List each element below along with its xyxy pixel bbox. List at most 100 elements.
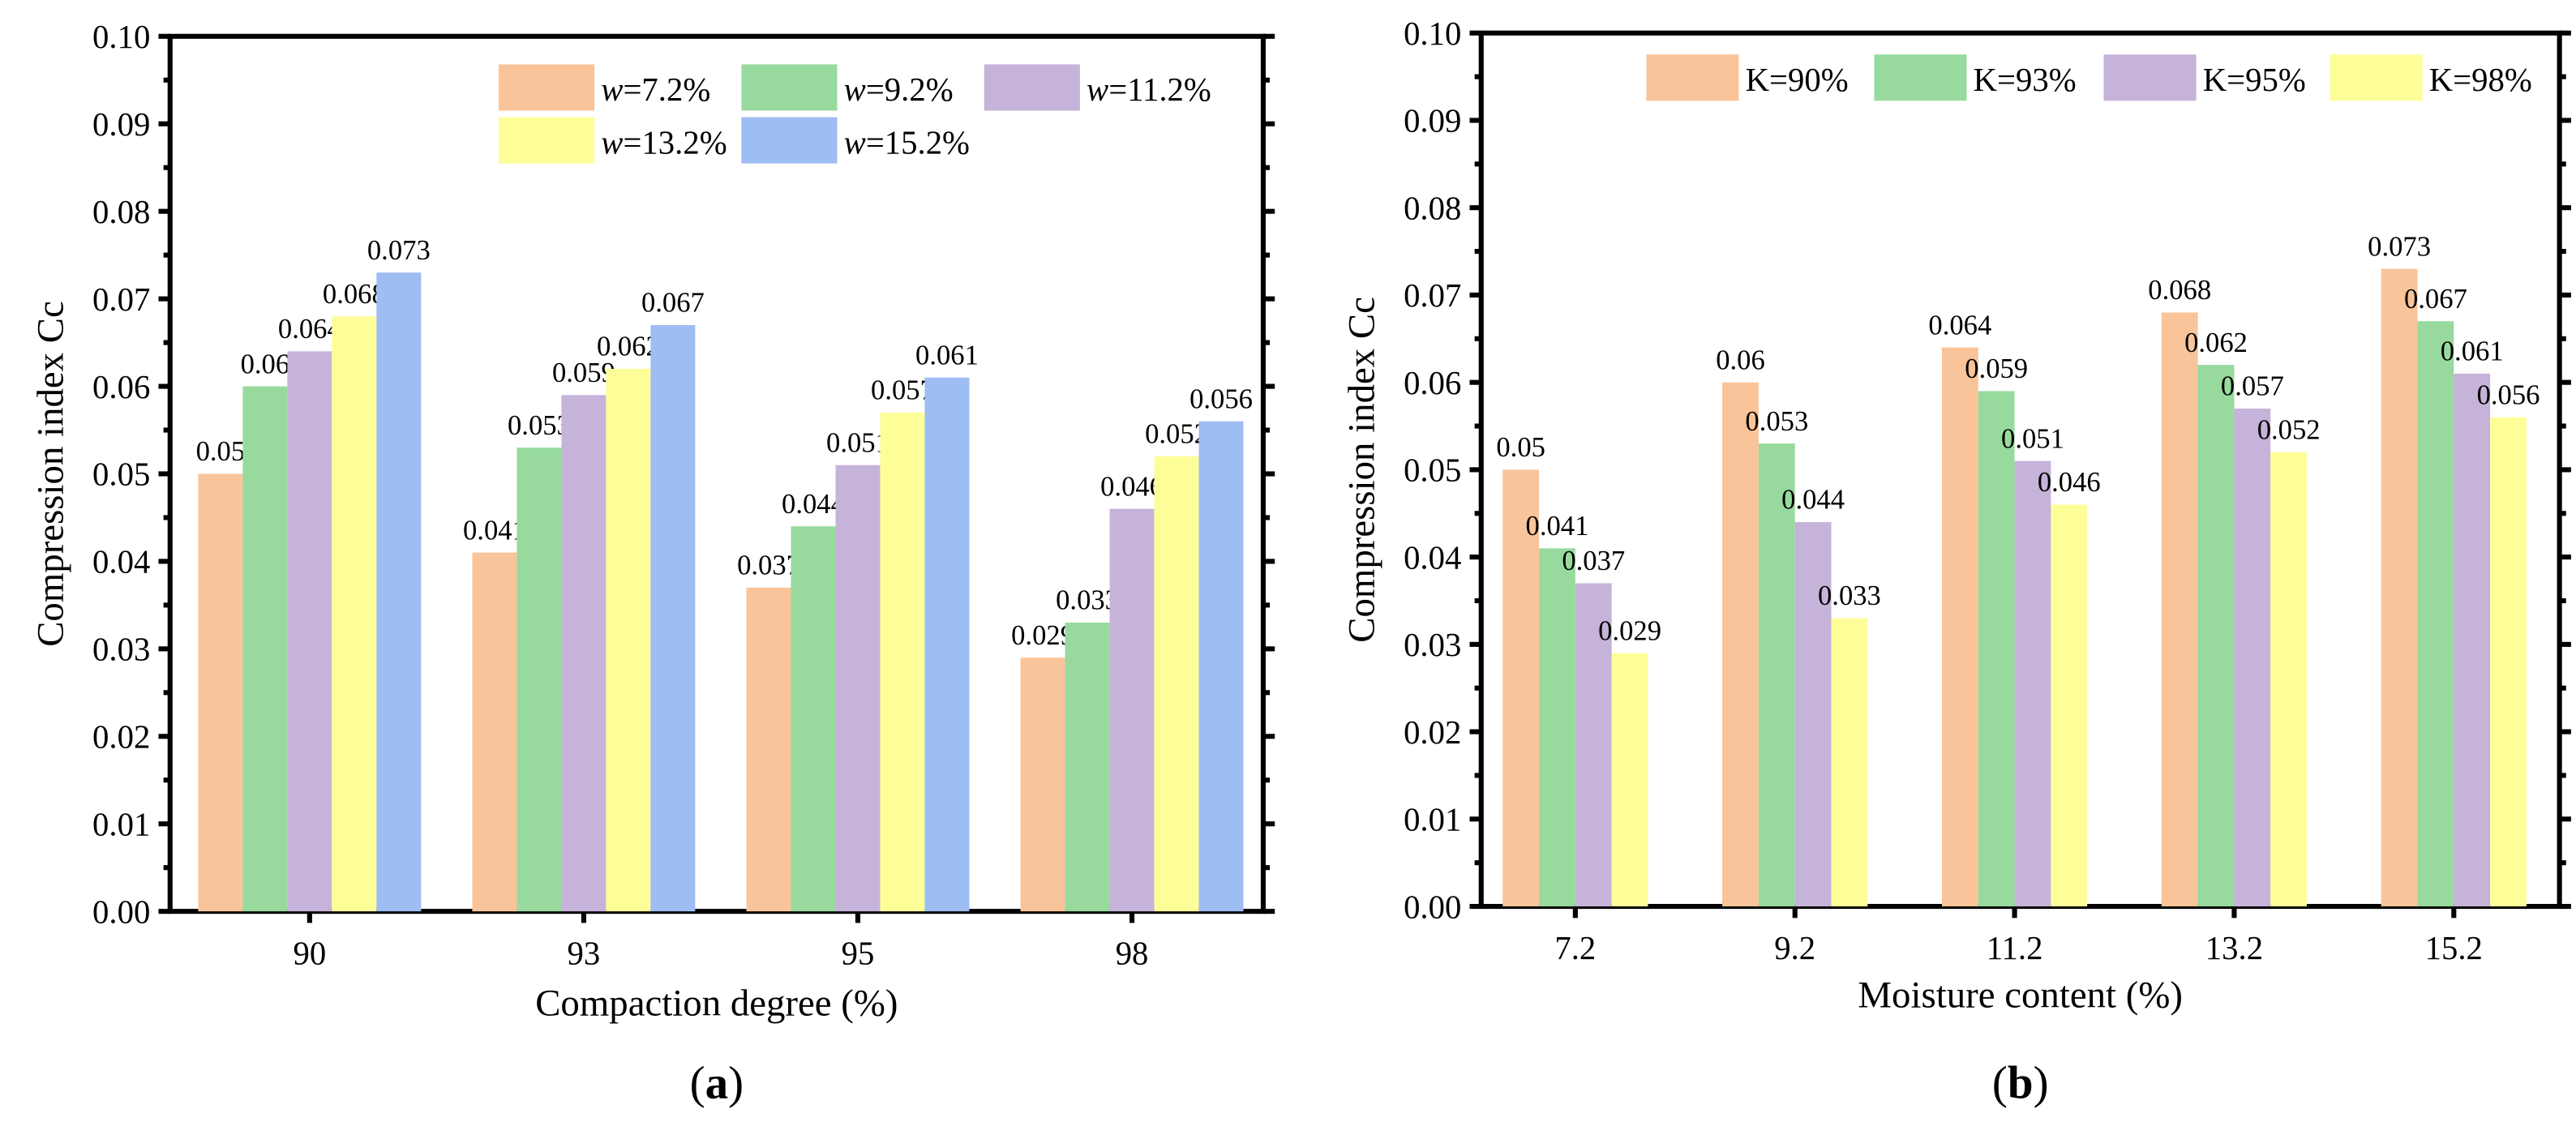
y-tick-label: 0.00: [1404, 889, 1461, 925]
y-axis-title: Compression index Cc: [1340, 297, 1382, 643]
legend-label: w=9.2%: [844, 71, 954, 108]
bar: [376, 272, 422, 912]
y-tick-label: 0.05: [92, 456, 150, 493]
data-label: 0.056: [1189, 383, 1253, 414]
data-label: 0.06: [241, 349, 290, 379]
data-label: 0.044: [782, 489, 845, 520]
bar: [198, 473, 243, 912]
x-tick-label: 98: [1116, 935, 1149, 971]
legend-swatch: [741, 117, 838, 164]
legend-label: K=95%: [2203, 62, 2306, 98]
y-tick-label: 0.09: [1404, 103, 1461, 139]
data-label: 0.037: [1562, 546, 1625, 576]
data-label: 0.064: [278, 314, 341, 345]
bar: [1794, 522, 1832, 907]
bar: [1154, 456, 1199, 912]
legend-swatch: [1874, 54, 1967, 101]
data-label: 0.06: [1716, 345, 1765, 375]
y-tick-label: 0.08: [92, 194, 150, 230]
data-label: 0.059: [1965, 353, 2028, 384]
legend-swatch: [2330, 54, 2423, 101]
bar: [287, 351, 332, 912]
legend-swatch: [741, 64, 838, 111]
legend-label: K=98%: [2429, 62, 2532, 98]
bar: [561, 395, 606, 912]
data-label: 0.068: [2148, 275, 2211, 306]
y-tick-label: 0.07: [92, 281, 150, 318]
data-label: 0.037: [737, 550, 800, 581]
bar: [1502, 469, 1540, 907]
legend-label: w=15.2%: [844, 124, 970, 161]
panel-label: (a): [690, 1057, 744, 1108]
y-tick-label: 0.02: [92, 719, 150, 756]
x-axis-title: Moisture content (%): [1858, 974, 2183, 1016]
legend-label: w=11.2%: [1087, 71, 1211, 108]
data-label: 0.029: [1011, 620, 1074, 651]
data-label: 0.073: [367, 235, 431, 266]
x-tick-label: 90: [293, 935, 326, 971]
bar: [2270, 452, 2308, 907]
data-label: 0.073: [2368, 231, 2431, 262]
x-tick-label: 7.2: [1554, 930, 1596, 966]
y-tick-label: 0.01: [1404, 802, 1461, 838]
bar: [880, 412, 925, 912]
data-label: 0.056: [2477, 379, 2540, 410]
data-label: 0.044: [1781, 485, 1845, 516]
bar: [2161, 312, 2198, 907]
bar: [2417, 321, 2454, 907]
bar: [1198, 421, 1244, 912]
bar: [606, 368, 651, 912]
bar: [2381, 268, 2418, 907]
chart-panel-b: 0.00 0.01 0.02 0.03 0.04 0.05 0.06 0.07 0.08 0.09…: [1340, 15, 2571, 1108]
data-label: 0.052: [2257, 415, 2321, 446]
bar: [2454, 373, 2491, 907]
x-tick-label: 95: [842, 935, 875, 971]
data-label: 0.057: [871, 375, 934, 406]
bar: [472, 552, 517, 912]
y-axis-title: Compression index Cc: [29, 301, 71, 647]
y-tick-label: 0.10: [1404, 15, 1461, 52]
legend-swatch: [1646, 54, 1739, 101]
data-label: 0.051: [826, 427, 889, 458]
bar: [2234, 408, 2271, 907]
data-label: 0.046: [1100, 471, 1164, 502]
legend-label: K=93%: [1974, 62, 2077, 98]
y-tick-label: 0.05: [1404, 452, 1461, 489]
bar: [2197, 365, 2235, 907]
y-tick-label: 0.08: [1404, 190, 1461, 226]
bar: [746, 587, 791, 912]
legend-swatch: [499, 64, 595, 111]
x-axis-title: Compaction degree (%): [535, 982, 898, 1024]
x-tick-label: 9.2: [1774, 930, 1815, 966]
bar: [1758, 443, 1795, 907]
data-label: 0.033: [1056, 585, 1119, 616]
data-label: 0.05: [1496, 432, 1545, 463]
data-label: 0.064: [1928, 310, 1991, 340]
bar: [791, 526, 836, 912]
bar: [1109, 508, 1155, 912]
bar: [2014, 460, 2051, 907]
data-label: 0.061: [915, 340, 979, 370]
y-tick-label: 0.10: [92, 19, 150, 55]
y-tick-label: 0.03: [1404, 627, 1461, 663]
data-label: 0.041: [463, 515, 526, 546]
data-label: 0.061: [2441, 336, 2504, 367]
data-label: 0.067: [641, 288, 705, 319]
y-tick-label: 0.04: [92, 544, 150, 580]
legend-label: K=90%: [1746, 62, 1849, 98]
legend-swatch: [499, 117, 595, 164]
bar: [2490, 417, 2527, 907]
legend-swatch: [984, 64, 1080, 111]
x-tick-label: 11.2: [1987, 930, 2043, 966]
legend-label: w=13.2%: [601, 124, 727, 161]
data-label: 0.052: [1145, 419, 1208, 450]
data-label: 0.057: [2221, 371, 2284, 402]
y-tick-label: 0.04: [1404, 539, 1461, 576]
bar: [516, 448, 562, 912]
data-label: 0.068: [323, 279, 386, 310]
legend-label: w=7.2%: [601, 71, 710, 108]
y-tick-label: 0.02: [1404, 714, 1461, 751]
data-label: 0.05: [196, 436, 246, 467]
data-label: 0.059: [552, 358, 615, 388]
